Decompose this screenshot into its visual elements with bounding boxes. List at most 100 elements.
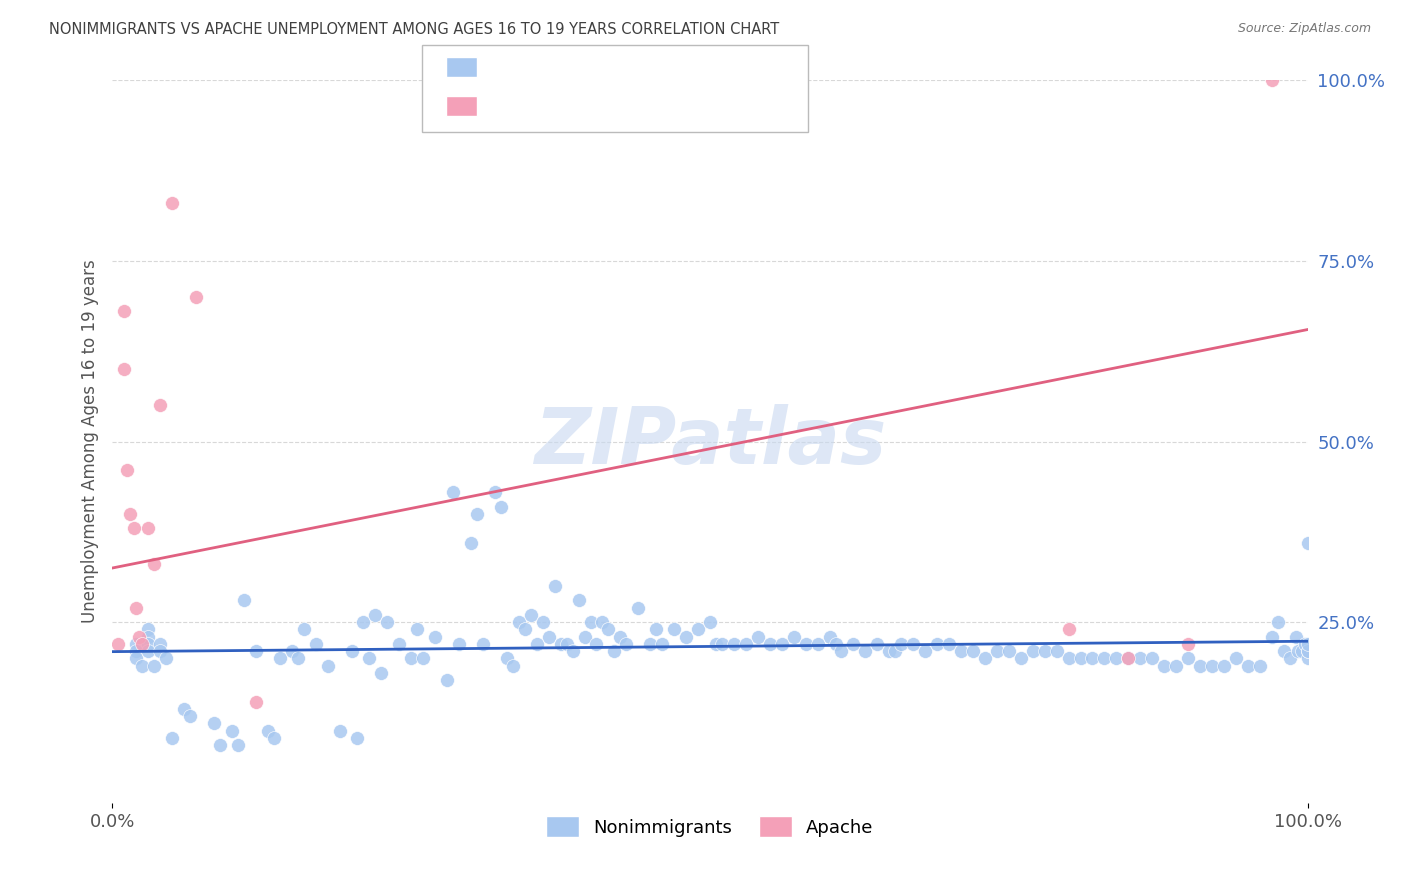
Point [406,623,429,637]
Point [1177,651,1199,665]
Point [305,637,328,651]
Legend: Nonimmigrants, Apache: Nonimmigrants, Apache [538,809,882,845]
Point [824,637,846,651]
Point [346,731,368,745]
Point [162,196,183,211]
Point [842,637,865,651]
Point [1046,644,1069,658]
Point [329,723,352,738]
Point [149,637,172,651]
Point [550,637,572,651]
Point [759,637,782,651]
Text: N =: N = [606,58,645,76]
Point [1294,637,1316,651]
Text: Source: ZipAtlas.com: Source: ZipAtlas.com [1237,22,1371,36]
Point [149,398,172,412]
Point [831,644,853,658]
Point [496,651,519,665]
Point [568,593,591,607]
Point [138,623,160,637]
Point [1153,658,1175,673]
Point [1189,658,1212,673]
Point [903,637,925,651]
Point [263,731,285,745]
Point [1296,651,1319,665]
Point [1022,644,1045,658]
Point [401,651,423,665]
Point [1129,651,1152,665]
Point [735,637,758,651]
Point [125,637,148,651]
Point [465,507,488,521]
Text: R =: R = [491,97,530,115]
Point [950,644,973,658]
Point [543,579,565,593]
Point [1070,651,1092,665]
Point [1118,651,1140,665]
Point [616,637,638,651]
Point [938,637,960,651]
Text: R =: R = [491,58,530,76]
Point [879,644,901,658]
Point [531,615,554,630]
Point [1142,651,1164,665]
Point [377,615,399,630]
Point [699,615,721,630]
Point [114,362,135,376]
Point [1177,637,1199,651]
Point [890,637,912,651]
Text: NONIMMIGRANTS VS APACHE UNEMPLOYMENT AMONG AGES 16 TO 19 YEARS CORRELATION CHART: NONIMMIGRANTS VS APACHE UNEMPLOYMENT AMO… [49,22,779,37]
Point [120,507,142,521]
Point [818,630,841,644]
Point [292,623,315,637]
Point [1261,73,1284,87]
Point [513,623,536,637]
Point [502,658,524,673]
Point [927,637,949,651]
Point [592,615,614,630]
Point [364,607,387,622]
Point [520,607,543,622]
Point [688,623,710,637]
Point [640,637,662,651]
Point [425,630,447,644]
Point [1225,651,1247,665]
Point [447,637,470,651]
Point [884,644,907,658]
Point [1057,651,1080,665]
Point [998,644,1021,658]
Point [138,521,160,535]
Point [128,630,150,644]
Point [1291,644,1313,658]
Point [484,485,506,500]
Point [508,615,530,630]
Point [675,630,697,644]
Point [866,637,889,651]
Point [202,716,225,731]
Point [257,723,280,738]
Point [555,637,578,651]
Point [245,695,267,709]
Point [1296,644,1319,658]
Point [149,644,172,658]
Point [460,535,482,549]
Point [143,658,166,673]
Point [1166,658,1188,673]
Point [986,644,1008,658]
Point [1296,644,1319,658]
Point [664,623,686,637]
Point [155,651,177,665]
Point [1094,651,1116,665]
Point [962,644,984,658]
Point [1057,623,1080,637]
Point [173,702,195,716]
Point [131,658,153,673]
Point [1296,637,1319,651]
Point [747,630,769,644]
Point [704,637,727,651]
Point [125,644,148,658]
Point [107,637,129,651]
Point [115,463,138,477]
Point [179,709,201,723]
Point [537,630,560,644]
